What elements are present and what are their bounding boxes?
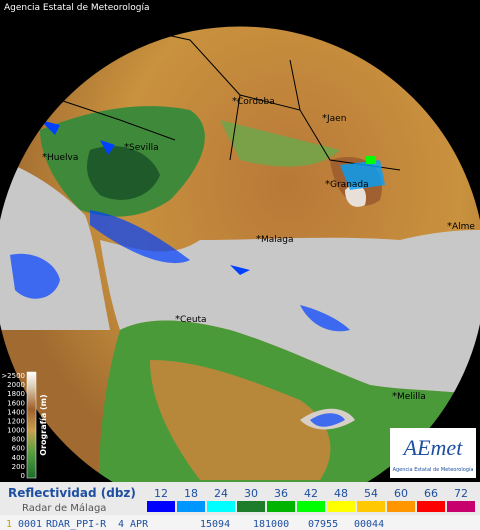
scale-swatch	[387, 501, 415, 512]
scale-swatch	[327, 501, 355, 512]
scale-label: 18	[184, 487, 198, 500]
scale-label: 54	[364, 487, 378, 500]
orography-level: >2500	[1, 372, 25, 380]
orography-level: 600	[12, 445, 25, 453]
orography-level: 400	[12, 454, 25, 462]
scale-swatch	[177, 501, 205, 512]
orography-level: 1200	[7, 417, 25, 425]
footer	[0, 515, 480, 530]
city-label: *Sevilla	[124, 142, 159, 153]
scale-label: 66	[424, 487, 438, 500]
scale-swatch	[147, 501, 175, 512]
footer-field: 0001	[18, 519, 42, 530]
scale-label: 30	[244, 487, 258, 500]
scale-swatch	[297, 501, 325, 512]
legend-title: Reflectividad (dbz)	[8, 486, 136, 500]
scale-swatch	[357, 501, 385, 512]
orography-title: Orografía (m)	[39, 394, 48, 455]
scale-label: 60	[394, 487, 408, 500]
scale-label: 24	[214, 487, 228, 500]
orography-level: 1800	[7, 390, 25, 398]
scale-swatch	[417, 501, 445, 512]
city-label: *Melilla	[392, 391, 426, 402]
orography-level: 200	[12, 463, 25, 471]
reflectivity-scale: 12 18 24 30 36 42 48 54 60 66 72	[147, 487, 475, 512]
orography-level: 1400	[7, 408, 25, 416]
city-label: *Alme	[447, 221, 475, 232]
scale-swatch	[267, 501, 295, 512]
orography-level: 1600	[7, 399, 25, 407]
logo-name: AEmet	[402, 435, 464, 460]
scale-swatch	[207, 501, 235, 512]
logo-subtitle: Agencia Estatal de Meteorología	[393, 466, 474, 473]
orography-legend: Orografía (m) >2500200018001600140012001…	[1, 371, 48, 480]
orography-level: 800	[12, 436, 25, 444]
aemet-logo: AEmet Agencia Estatal de Meteorología	[390, 428, 476, 478]
scale-swatch	[447, 501, 475, 512]
footer-field: 4 APR	[118, 519, 149, 530]
orography-level: 1000	[7, 427, 25, 435]
orography-level: 2000	[7, 381, 25, 389]
legend-subtitle: Radar de Málaga	[22, 502, 106, 514]
city-label: *Granada	[325, 179, 369, 190]
scale-label: 72	[454, 487, 468, 500]
scale-label: 42	[304, 487, 318, 500]
footer-field: 00044	[354, 519, 384, 530]
footer-field: 1	[6, 519, 12, 530]
footer-field: 15094	[200, 519, 230, 530]
scale-label: 12	[154, 487, 168, 500]
agency-header: Agencia Estatal de Meteorología	[4, 3, 150, 13]
scale-label: 36	[274, 487, 288, 500]
city-label: *Cordoba	[232, 96, 275, 107]
city-label: *Ceuta	[175, 314, 207, 325]
footer-field: 181000	[253, 519, 289, 530]
footer-field: RDAR_PPI-R	[46, 519, 107, 530]
footer-fields: 1 0001 RDAR_PPI-R 4 APR 15094 181000 07955 0004…	[6, 519, 384, 530]
echo-core	[366, 156, 376, 164]
city-label: *Malaga	[256, 234, 294, 245]
city-label: *Jaen	[322, 113, 346, 124]
city-label: *Huelva	[42, 152, 78, 163]
scale-swatch	[237, 501, 265, 512]
orography-level: 0	[21, 472, 25, 480]
footer-field: 07955	[308, 519, 338, 530]
scale-label: 48	[334, 487, 348, 500]
radar-echoes	[10, 120, 385, 427]
